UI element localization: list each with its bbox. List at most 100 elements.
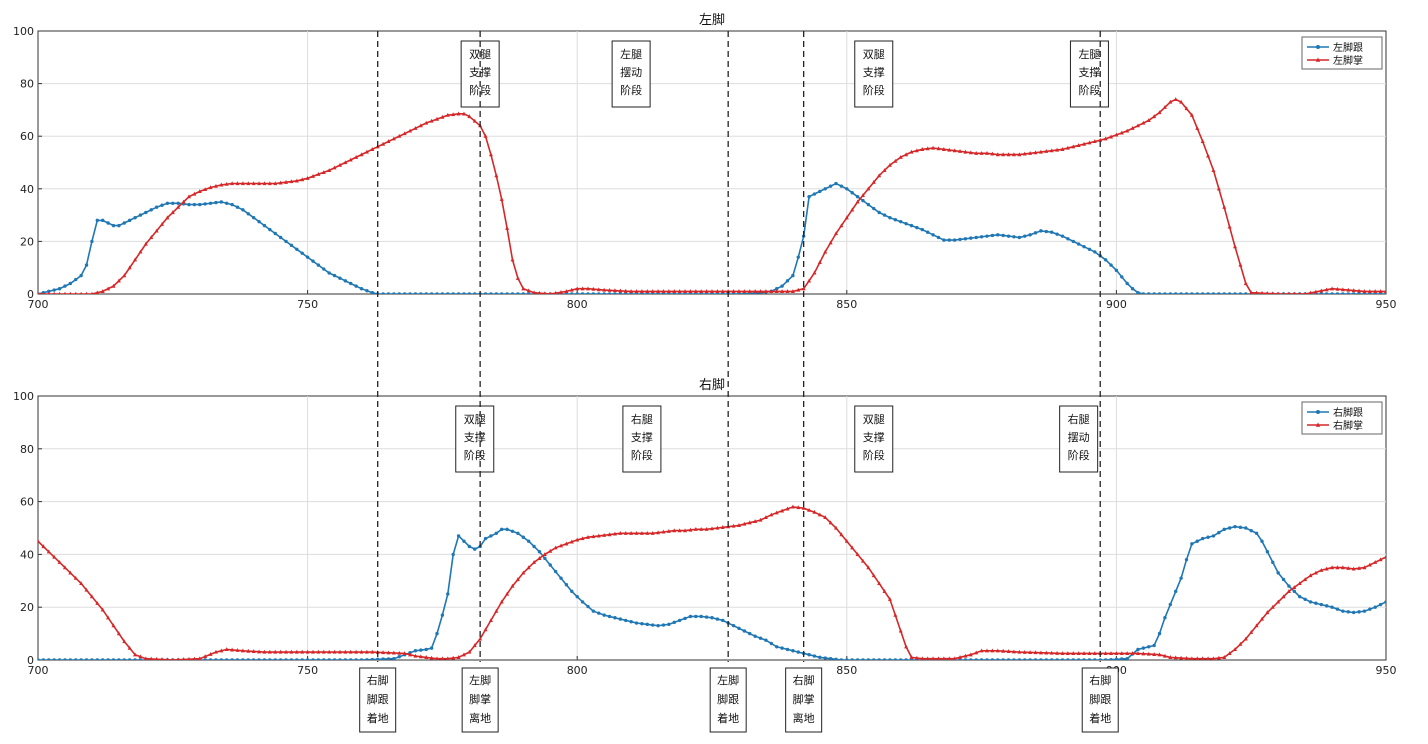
data-point — [219, 200, 224, 204]
data-point — [73, 575, 78, 580]
data-point — [909, 149, 914, 154]
data-point — [1157, 110, 1162, 115]
data-point — [882, 168, 887, 172]
data-point — [149, 208, 153, 212]
data-point — [467, 114, 472, 119]
data-point — [1195, 656, 1200, 660]
data-point — [1163, 292, 1167, 294]
data-point — [1222, 527, 1226, 532]
data-point — [715, 289, 720, 293]
data-point — [1286, 589, 1291, 593]
data-point — [505, 591, 510, 596]
x-tick-label: 700 — [28, 298, 49, 311]
phase-box-text: 阶段 — [620, 83, 642, 97]
data-point — [1254, 623, 1259, 628]
event-label-text: 左脚 — [717, 673, 739, 687]
data-point — [246, 648, 251, 653]
data-point — [704, 289, 709, 293]
phase-box-frame — [1059, 405, 1099, 473]
data-point — [1298, 291, 1301, 294]
data-point — [796, 505, 801, 510]
data-point — [338, 276, 342, 280]
data-point — [1351, 566, 1356, 571]
data-point — [343, 279, 348, 283]
data-point — [1411, 595, 1414, 598]
data-point — [251, 181, 256, 186]
data-point — [1335, 607, 1340, 611]
data-point — [1217, 292, 1221, 294]
data-point — [343, 649, 348, 654]
data-point — [90, 658, 94, 660]
data-point — [1216, 186, 1221, 191]
data-point — [278, 180, 283, 185]
data-point — [807, 278, 812, 283]
data-point — [882, 213, 887, 217]
data-point — [251, 216, 256, 220]
legend-box — [1301, 36, 1383, 70]
data-point — [316, 649, 321, 654]
data-point — [386, 292, 391, 294]
data-point — [1076, 651, 1081, 655]
data-point — [941, 147, 946, 151]
event-label-text: 右脚 — [793, 673, 815, 687]
data-point — [1006, 234, 1011, 238]
data-point — [554, 290, 558, 294]
x-tick-label: 950 — [1376, 664, 1397, 677]
data-point — [1422, 596, 1425, 599]
data-point — [731, 523, 736, 528]
data-point — [1330, 286, 1335, 291]
data-point — [904, 658, 908, 660]
data-point — [154, 228, 159, 233]
data-point — [753, 519, 758, 523]
data-point — [198, 202, 202, 207]
data-point — [677, 289, 682, 293]
data-point — [974, 150, 979, 155]
data-point — [1341, 609, 1345, 613]
data-point — [549, 291, 552, 294]
data-point — [359, 287, 364, 291]
data-point — [1351, 292, 1356, 294]
data-point — [931, 656, 935, 660]
data-point — [575, 286, 580, 291]
data-point — [419, 648, 423, 652]
data-point — [995, 152, 1000, 157]
data-point — [694, 614, 698, 619]
data-point — [311, 259, 315, 263]
data-point — [672, 528, 677, 533]
data-point — [354, 154, 359, 159]
data-point — [925, 230, 930, 234]
data-point — [656, 530, 661, 535]
data-point — [322, 658, 326, 660]
data-point — [817, 260, 822, 265]
data-point — [516, 292, 520, 294]
data-point — [731, 623, 736, 628]
data-point — [920, 656, 925, 660]
data-point — [451, 292, 455, 294]
data-point — [294, 649, 299, 654]
data-point — [1227, 526, 1232, 530]
event-label-text: 脚跟 — [717, 692, 739, 706]
data-point — [1367, 289, 1372, 293]
data-point — [1200, 139, 1205, 144]
data-point — [1174, 589, 1178, 594]
data-point — [639, 289, 644, 293]
data-point — [294, 178, 299, 183]
data-point — [753, 289, 758, 293]
legend-label: 右脚跟 — [1333, 406, 1363, 419]
data-point — [936, 656, 941, 660]
data-point — [386, 657, 391, 660]
data-point — [666, 289, 671, 293]
data-point — [548, 548, 553, 553]
data-point — [170, 210, 175, 215]
data-point — [1319, 602, 1323, 607]
data-point — [95, 218, 100, 223]
data-point — [807, 507, 812, 512]
data-point — [408, 652, 413, 657]
data-point — [1238, 292, 1243, 294]
data-point — [1335, 286, 1340, 291]
data-point — [171, 657, 174, 660]
data-point — [1103, 658, 1108, 660]
